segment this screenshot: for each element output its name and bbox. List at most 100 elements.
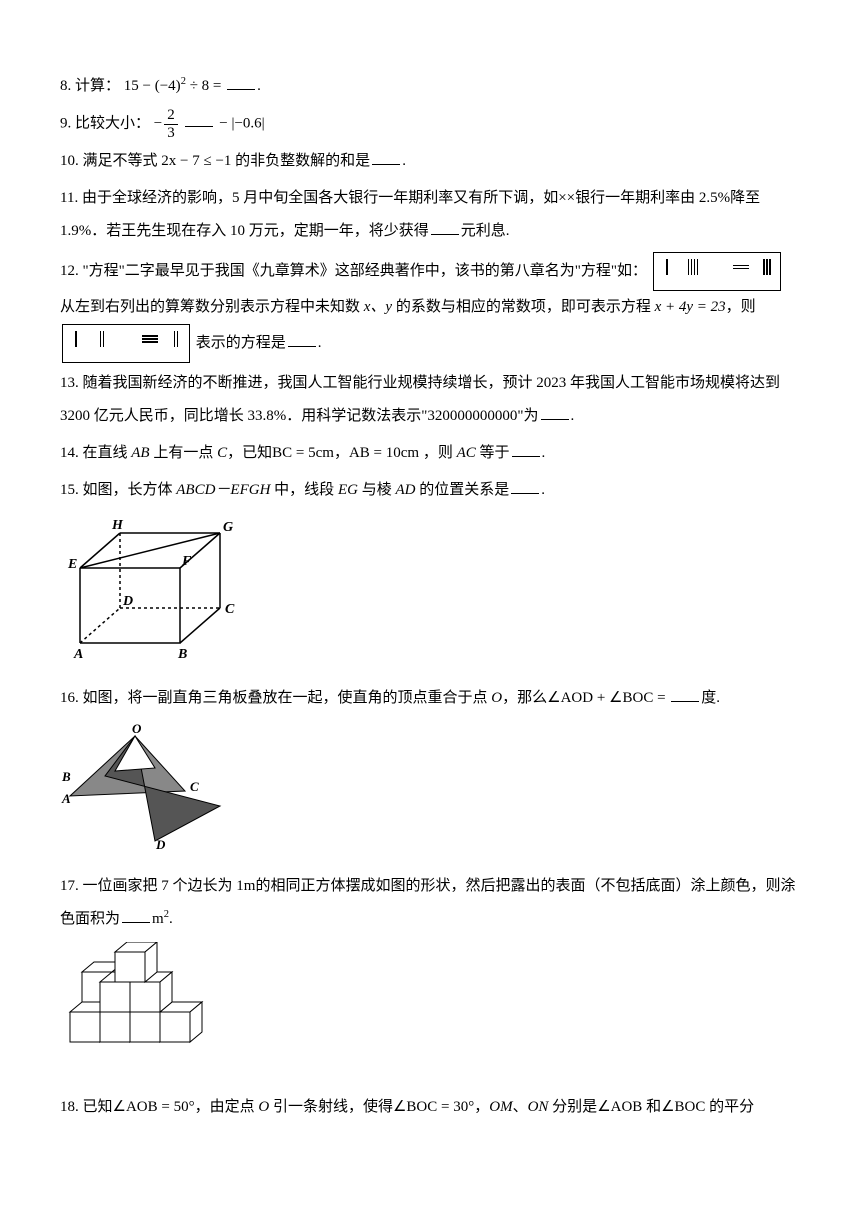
- q14-t5: ，则: [419, 445, 457, 461]
- q14-period: .: [542, 445, 546, 461]
- svg-text:G: G: [223, 520, 233, 535]
- q14-blank[interactable]: [512, 441, 540, 457]
- q9-fnum: 2: [164, 107, 178, 125]
- q18-a1: ∠AOB = 50°: [113, 1099, 195, 1115]
- question-13: 13. 随着我国新经济的不断推进，我国人工智能行业规模持续增长，预计 2023 …: [60, 367, 800, 433]
- q18-a2: ∠BOC = 30°: [393, 1099, 474, 1115]
- q12-blank[interactable]: [288, 331, 316, 347]
- q12-t4: ，则: [726, 299, 756, 315]
- q13-t1: 随着我国新经济的不断推进，我国人工智能行业规模持续增长，预计 2023 年我国人…: [60, 375, 780, 424]
- q8-num: 8.: [60, 78, 71, 94]
- q16-num: 16.: [60, 690, 79, 706]
- q14-bc: BC = 5cm: [272, 445, 334, 461]
- svg-text:D: D: [155, 837, 166, 851]
- q17-figure: [60, 942, 800, 1085]
- q9-blank[interactable]: [185, 111, 213, 127]
- q17-unit: m: [152, 911, 164, 927]
- question-10: 10. 满足不等式 2x − 7 ≤ −1 的非负整数解的和是.: [60, 145, 800, 178]
- q18-t1: 已知: [83, 1099, 113, 1115]
- question-15: 15. 如图，长方体 ABCD－EFGH 中，线段 EG 与棱 AD 的位置关系…: [60, 474, 800, 507]
- svg-text:B: B: [61, 769, 71, 784]
- q15-t1: 如图，长方体: [83, 482, 177, 498]
- q16-unit: 度.: [701, 690, 720, 706]
- q10-t1: 满足不等式: [83, 153, 158, 169]
- q12-t5: 表示的方程是: [196, 335, 286, 351]
- q17-t1: 一位画家把 7 个边长为 1: [83, 878, 244, 894]
- q12-t2: 从左到右列出的算筹数分别表示方程中未知数: [60, 299, 364, 315]
- q15-abcd: ABCD－EFGH: [176, 482, 270, 498]
- q18-on: ON: [528, 1099, 549, 1115]
- question-12: 12. "方程"二字最早见于我国《九章算术》这部经典著作中，该书的第八章名为"方…: [60, 252, 800, 363]
- q18-ang4: ∠BOC: [661, 1099, 705, 1115]
- q10-t2: 的非负整数解的和是: [235, 153, 370, 169]
- q11-tail: 元利息.: [461, 223, 510, 239]
- question-18: 18. 已知∠AOB = 50°，由定点 O 引一条射线，使得∠BOC = 30…: [60, 1091, 800, 1124]
- q10-expr: 2x − 7 ≤ −1: [161, 153, 231, 169]
- q12-t3: 的系数与相应的常数项，即可表示方程: [392, 299, 655, 315]
- svg-text:B: B: [177, 647, 187, 662]
- q14-c: C: [217, 445, 227, 461]
- question-16: 16. 如图，将一副直角三角板叠放在一起，使直角的顶点重合于点 O，那么∠AOD…: [60, 682, 800, 715]
- q16-blank[interactable]: [671, 686, 699, 702]
- q18-ang3: ∠AOB: [597, 1099, 642, 1115]
- svg-text:F: F: [181, 554, 192, 569]
- rod-diagram-2: [62, 324, 190, 363]
- question-8: 8. 计算： 15 − (−4)2 ÷ 8 = .: [60, 70, 800, 103]
- q11-text: 由于全球经济的影响，5 月中旬全国各大银行一年期利率又有所下调，如××银行一年期…: [60, 190, 760, 239]
- question-9: 9. 比较大小： −23 − |−0.6|: [60, 107, 800, 141]
- q9-fden: 3: [164, 125, 178, 142]
- q9-frac: 23: [164, 107, 178, 141]
- q10-num: 10.: [60, 153, 79, 169]
- svg-text:D: D: [122, 594, 133, 609]
- q14-num: 14.: [60, 445, 79, 461]
- q13-blank[interactable]: [541, 404, 569, 420]
- q18-t5: 、: [513, 1099, 528, 1115]
- question-14: 14. 在直线 AB 上有一点 C，已知BC = 5cm，AB = 10cm ，…: [60, 437, 800, 470]
- q12-t1: "方程"二字最早见于我国《九章算术》这部经典著作中，该书的第八章名为"方程"如：: [83, 263, 648, 279]
- question-17: 17. 一位画家把 7 个边长为 1m的相同正方体摆成如图的形状，然后把露出的表…: [60, 870, 800, 936]
- q12-num: 12.: [60, 263, 79, 279]
- q8-expr: 15 − (−4): [124, 78, 181, 94]
- q16-t2: ，那么: [502, 690, 547, 706]
- q8-period: .: [257, 78, 261, 94]
- q9-rhs: − |−0.6|: [219, 115, 264, 131]
- q15-blank[interactable]: [511, 478, 539, 494]
- q15-num: 15.: [60, 482, 79, 498]
- q15-t2: 中，线段: [270, 482, 338, 498]
- q18-t7: 和: [642, 1099, 661, 1115]
- q15-t3: 与棱: [358, 482, 396, 498]
- rod-diagram-1: [653, 252, 781, 291]
- q11-num: 11.: [60, 190, 78, 206]
- q18-t4: ，: [474, 1099, 489, 1115]
- q16-o: O: [491, 690, 502, 706]
- svg-text:E: E: [67, 557, 77, 572]
- q10-period: .: [402, 153, 406, 169]
- q14-ab: AB: [131, 445, 149, 461]
- q10-blank[interactable]: [372, 149, 400, 165]
- q12-xy: x、y: [364, 299, 392, 315]
- svg-text:H: H: [111, 518, 124, 533]
- q18-t3: 引一条射线，使得: [269, 1099, 393, 1115]
- q13-period: .: [571, 408, 575, 424]
- q9-neg: −: [154, 115, 162, 131]
- q8-blank[interactable]: [227, 74, 255, 90]
- q17-period: .: [169, 911, 173, 927]
- q8-label: 计算：: [75, 78, 120, 94]
- q16-figure: O B A C D: [60, 721, 800, 864]
- q18-t2: ，由定点: [195, 1099, 259, 1115]
- q15-period: .: [541, 482, 545, 498]
- q14-t6: 等于: [476, 445, 510, 461]
- q16-ang: ∠AOD + ∠BOC =: [547, 690, 669, 706]
- q14-abv: AB = 10cm: [349, 445, 419, 461]
- svg-text:C: C: [225, 602, 235, 617]
- q14-t3: ，已知: [227, 445, 272, 461]
- q15-ad: AD: [395, 482, 415, 498]
- q15-figure: AB CD EF GH: [60, 513, 800, 676]
- q15-t4: 的位置关系是: [415, 482, 509, 498]
- question-11: 11. 由于全球经济的影响，5 月中旬全国各大银行一年期利率又有所下调，如××银…: [60, 182, 800, 248]
- q17-blank[interactable]: [122, 907, 150, 923]
- q14-ac: AC: [457, 445, 476, 461]
- q11-blank[interactable]: [431, 219, 459, 235]
- q18-t8: 的平分: [705, 1099, 754, 1115]
- q18-num: 18.: [60, 1099, 79, 1115]
